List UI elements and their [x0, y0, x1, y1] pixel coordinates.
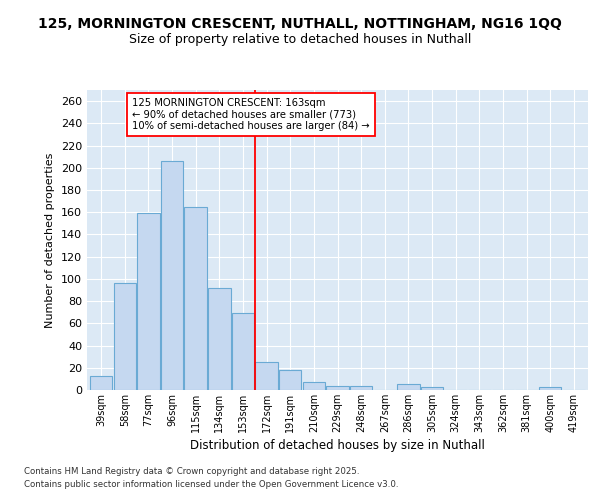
Bar: [184, 206, 207, 390]
Bar: [232, 314, 254, 390]
Text: 125 MORNINGTON CRESCENT: 163sqm
← 90% of detached houses are smaller (773)
10% o: 125 MORNINGTON CRESCENT: 163sqm ← 90% of…: [132, 98, 370, 131]
Text: Contains HM Land Registry data © Crown copyright and database right 2025.: Contains HM Land Registry data © Crown c…: [24, 467, 359, 476]
Bar: [113, 284, 136, 390]
Bar: [137, 214, 160, 390]
Y-axis label: Number of detached properties: Number of detached properties: [46, 152, 55, 328]
Bar: [421, 386, 443, 390]
Bar: [208, 288, 230, 390]
Bar: [539, 386, 562, 390]
Bar: [90, 376, 112, 390]
Bar: [279, 370, 301, 390]
Text: 125, MORNINGTON CRESCENT, NUTHALL, NOTTINGHAM, NG16 1QQ: 125, MORNINGTON CRESCENT, NUTHALL, NOTTI…: [38, 18, 562, 32]
Bar: [256, 362, 278, 390]
Text: Size of property relative to detached houses in Nuthall: Size of property relative to detached ho…: [129, 32, 471, 46]
Bar: [161, 161, 184, 390]
Bar: [350, 386, 373, 390]
X-axis label: Distribution of detached houses by size in Nuthall: Distribution of detached houses by size …: [190, 439, 485, 452]
Bar: [397, 384, 419, 390]
Text: Contains public sector information licensed under the Open Government Licence v3: Contains public sector information licen…: [24, 480, 398, 489]
Bar: [326, 386, 349, 390]
Bar: [302, 382, 325, 390]
